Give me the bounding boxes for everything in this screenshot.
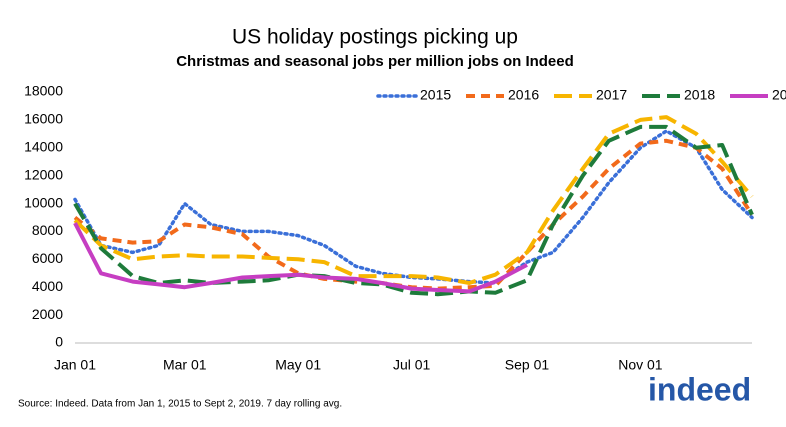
x-tick-label: Mar 01 (163, 357, 207, 373)
series-line (73, 115, 754, 285)
legend-label: 2019 (772, 87, 786, 103)
legend-label: 2016 (508, 87, 539, 103)
x-tick-label: Jan 01 (54, 357, 96, 373)
series-line (73, 138, 754, 291)
y-tick-label: 2000 (32, 306, 63, 322)
y-tick-label: 0 (55, 334, 63, 350)
y-tick-label: 18000 (24, 83, 63, 99)
y-tick-label: 4000 (32, 278, 63, 294)
logo: indeed (648, 371, 751, 407)
y-tick-label: 8000 (32, 222, 63, 238)
legend-label: 2015 (420, 87, 451, 103)
y-tick-label: 16000 (24, 111, 63, 127)
y-tick-label: 6000 (32, 250, 63, 266)
x-tick-label: Jul 01 (393, 357, 431, 373)
series-line (73, 222, 528, 294)
y-tick-label: 14000 (24, 138, 63, 154)
series-line (73, 129, 754, 285)
chart-title: US holiday postings picking up (232, 26, 518, 49)
y-tick-label: 12000 (24, 166, 63, 182)
x-tick-label: Nov 01 (618, 357, 663, 373)
x-tick-label: May 01 (275, 357, 321, 373)
source-note: Source: Indeed. Data from Jan 1, 2015 to… (18, 399, 342, 410)
legend-label: 2018 (684, 87, 715, 103)
chart-subtitle: Christmas and seasonal jobs per million … (176, 53, 574, 70)
x-tick-label: Sep 01 (505, 357, 550, 373)
y-tick-label: 10000 (24, 194, 63, 210)
series-line (73, 124, 754, 297)
legend-label: 2017 (596, 87, 627, 103)
